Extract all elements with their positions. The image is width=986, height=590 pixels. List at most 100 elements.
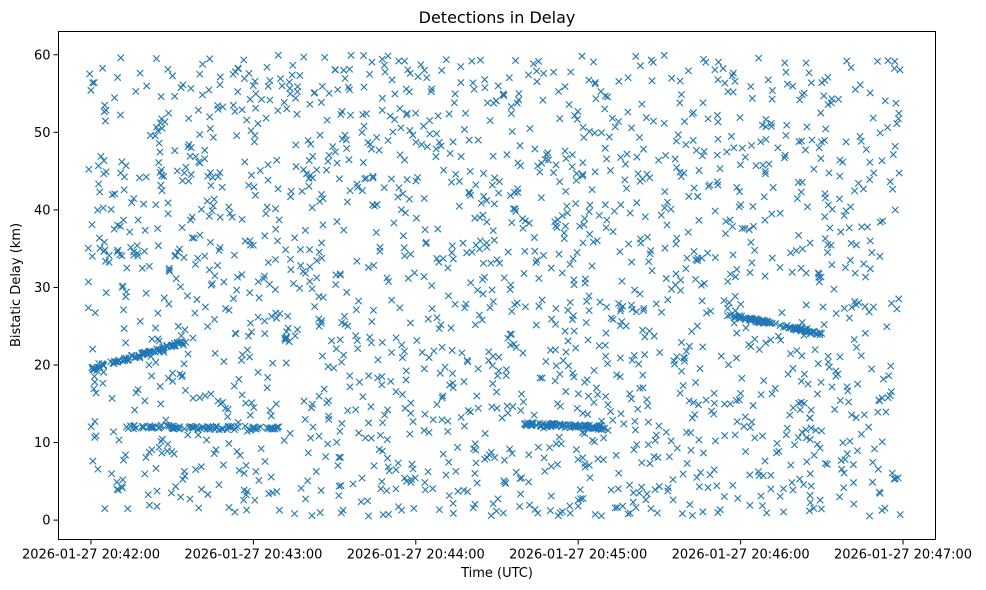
- data-point: [615, 469, 623, 477]
- data-point: [611, 504, 619, 512]
- data-point: [399, 190, 407, 198]
- data-point: [168, 341, 176, 349]
- data-point: [488, 403, 496, 411]
- data-point: [582, 319, 590, 327]
- data-point: [186, 495, 194, 503]
- data-point: [191, 309, 199, 317]
- data-point: [458, 349, 466, 357]
- data-point: [430, 347, 438, 355]
- data-point: [289, 279, 298, 288]
- data-point: [138, 349, 146, 357]
- data-point: [248, 399, 256, 407]
- data-point: [751, 246, 759, 254]
- data-point: [638, 100, 646, 108]
- data-point: [806, 414, 814, 422]
- data-point: [447, 324, 455, 332]
- data-point: [359, 51, 368, 60]
- data-point: [827, 99, 835, 107]
- data-point: [507, 103, 515, 111]
- data-point: [206, 238, 215, 246]
- data-point: [220, 357, 228, 366]
- data-point: [216, 244, 224, 252]
- data-point: [414, 173, 422, 182]
- data-point: [597, 512, 606, 520]
- data-point: [384, 52, 392, 60]
- data-point: [307, 434, 315, 442]
- data-point: [823, 460, 831, 468]
- data-point: [636, 290, 644, 298]
- data-point: [642, 496, 650, 504]
- data-point: [99, 379, 107, 387]
- data-point: [417, 140, 426, 149]
- data-point: [852, 241, 861, 249]
- data-point: [204, 490, 212, 499]
- data-point: [639, 306, 648, 315]
- data-point: [471, 469, 479, 478]
- data-point: [592, 95, 600, 103]
- data-point: [510, 188, 519, 197]
- data-point: [760, 376, 768, 385]
- data-point: [790, 324, 798, 332]
- data-point: [201, 146, 209, 154]
- data-point: [647, 56, 655, 64]
- data-point: [579, 159, 587, 167]
- data-point: [853, 447, 862, 455]
- data-point: [194, 106, 203, 114]
- data-point: [214, 397, 222, 405]
- data-point: [841, 263, 850, 272]
- data-point: [296, 71, 304, 80]
- data-point: [579, 494, 587, 503]
- data-point: [477, 199, 485, 207]
- data-point: [889, 150, 897, 159]
- data-point: [487, 259, 495, 267]
- data-point: [409, 131, 417, 139]
- data-point: [353, 180, 361, 188]
- data-point: [581, 421, 589, 429]
- data-point: [733, 417, 741, 426]
- data-point: [521, 303, 530, 311]
- data-point: [778, 309, 786, 317]
- data-point: [381, 68, 389, 76]
- data-point: [611, 123, 619, 131]
- data-point: [119, 216, 128, 224]
- x-axis: 2026-01-27 20:42:00 2026-01-27 20:43:00 20…: [22, 539, 972, 563]
- data-point: [205, 86, 213, 94]
- data-point: [806, 435, 814, 444]
- data-point: [116, 222, 124, 230]
- data-point: [673, 353, 681, 361]
- data-point: [117, 54, 125, 62]
- data-point: [702, 58, 710, 66]
- data-point: [682, 347, 691, 355]
- data-point: [630, 351, 638, 360]
- data-point: [695, 483, 703, 491]
- data-point: [122, 339, 130, 347]
- data-point: [713, 111, 721, 119]
- data-point: [178, 177, 187, 185]
- data-point: [432, 153, 440, 161]
- data-point: [631, 426, 640, 434]
- data-point: [806, 239, 814, 247]
- data-point: [594, 390, 602, 399]
- data-point: [378, 338, 386, 346]
- data-point: [474, 404, 482, 412]
- data-point: [846, 437, 854, 445]
- data-point: [319, 293, 327, 301]
- data-point: [388, 76, 396, 84]
- data-point: [682, 264, 690, 273]
- data-point: [661, 244, 669, 252]
- data-point: [252, 468, 260, 476]
- data-point: [396, 304, 404, 312]
- data-point: [873, 57, 882, 65]
- data-point: [295, 284, 304, 292]
- data-point: [714, 508, 722, 517]
- data-point: [95, 364, 103, 372]
- data-point: [333, 438, 341, 446]
- data-point: [388, 296, 396, 304]
- data-point: [490, 200, 498, 208]
- data-point: [517, 390, 526, 398]
- data-point: [235, 375, 243, 383]
- data-point: [698, 297, 706, 305]
- data-point: [691, 410, 699, 419]
- data-point: [601, 92, 609, 100]
- data-point: [742, 324, 750, 332]
